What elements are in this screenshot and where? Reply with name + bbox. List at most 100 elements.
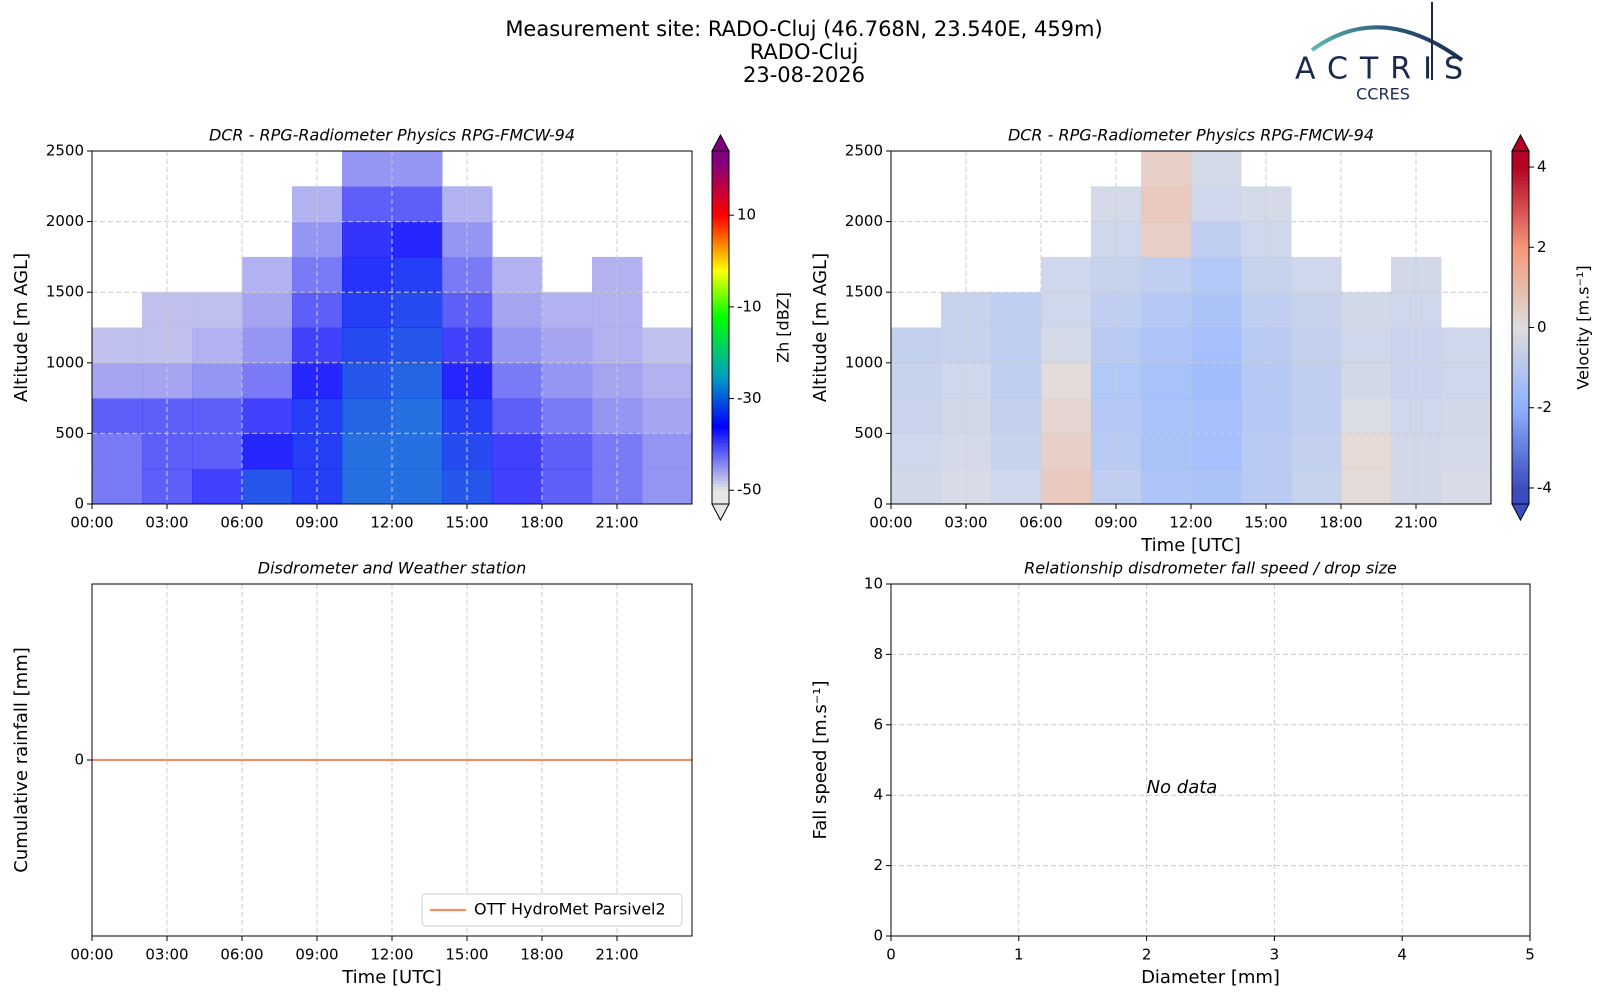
colorbar-segment [712, 271, 729, 276]
logo-subtitle: CCRES [1356, 85, 1410, 104]
heatmap-cell [1191, 362, 1242, 399]
colorbar-segment [712, 203, 729, 208]
colorbar-segment [1512, 168, 1529, 173]
y-tick-label: 6 [873, 715, 883, 733]
heatmap-cell [492, 433, 543, 470]
y-axis-label: Altitude [m AGL] [11, 253, 32, 402]
y-tick-label: 1500 [845, 283, 883, 301]
colorbar-segment [712, 353, 729, 358]
colorbar-segment [1512, 256, 1529, 261]
heatmap-cell [192, 433, 243, 470]
colorbar-segment [1512, 362, 1529, 367]
colorbar-segment [1512, 389, 1529, 393]
colorbar-segment [1512, 374, 1529, 379]
colorbar-segment [712, 409, 729, 414]
heatmap-cell [542, 433, 593, 470]
colorbar-segment [1512, 418, 1529, 423]
x-tick-label: 15:00 [445, 514, 488, 532]
colorbar-segment [712, 245, 729, 249]
colorbar-segment [712, 451, 729, 455]
colorbar-segment [1512, 309, 1529, 314]
colorbar-segment [1512, 306, 1529, 311]
heatmap-cell [891, 327, 942, 364]
colorbar-segment [712, 339, 729, 343]
x-tick-label: 12:00 [1169, 514, 1212, 532]
colorbar-tick-label: -50 [737, 481, 762, 499]
heatmap-cell [92, 398, 143, 434]
y-tick-label: 8 [873, 645, 883, 663]
heatmap-cell [1441, 398, 1492, 434]
colorbar-segment [1512, 330, 1529, 334]
colorbar-segment [712, 427, 729, 432]
heatmap-cell [242, 468, 293, 505]
colorbar-segment [712, 209, 729, 214]
colorbar-segment [712, 183, 729, 187]
colorbar-segment [1512, 492, 1529, 496]
colorbar-segment [1512, 433, 1529, 437]
colorbar-segment [712, 395, 729, 399]
colorbar-segment [712, 315, 729, 320]
heatmap-cell [1041, 398, 1092, 434]
colorbar-segment [712, 442, 729, 446]
heatmap-cell [891, 468, 942, 505]
colorbar-segment [1512, 327, 1529, 332]
heatmap-cell [1141, 292, 1192, 328]
colorbar-segment [1512, 406, 1529, 411]
colorbar-segment [1512, 351, 1529, 355]
heatmap-cell [1191, 468, 1242, 505]
colorbar-segment [712, 333, 729, 337]
colorbar-segment [712, 236, 729, 240]
colorbar-segment [712, 371, 729, 376]
heatmap-cell [492, 398, 543, 434]
heatmap-cell [192, 398, 243, 434]
colorbar-segment [1512, 342, 1529, 346]
colorbar-segment [1512, 265, 1529, 270]
heatmap-cell [492, 327, 543, 364]
heatmap-cell [392, 433, 443, 470]
heatmap-cell [1441, 468, 1492, 505]
colorbar-segment [712, 474, 729, 479]
colorbar-segment [1512, 392, 1529, 396]
colorbar-segment [1512, 239, 1529, 243]
x-tick-label: 03:00 [145, 514, 188, 532]
heatmap-cell [1141, 186, 1192, 223]
colorbar-segment [712, 368, 729, 373]
colorbar-segment [712, 480, 729, 485]
colorbar-segment [1512, 209, 1529, 214]
x-tick-label: 0 [886, 946, 896, 964]
colorbar-segment [712, 448, 729, 452]
heatmap-cell [1141, 362, 1192, 399]
colorbar-segment [712, 377, 729, 382]
heatmap-cell [342, 151, 393, 187]
colorbar-segment [712, 406, 729, 411]
colorbar-segment [1512, 403, 1529, 408]
heatmap-cell [392, 468, 443, 505]
y-tick-label: 2000 [845, 212, 883, 230]
colorbar-segment [1512, 156, 1529, 161]
colorbar-segment [1512, 498, 1529, 502]
x-tick-label: 18:00 [1319, 514, 1362, 532]
colorbar-segment [712, 171, 729, 176]
colorbar-segment [712, 259, 729, 264]
colorbar-segment [712, 380, 729, 384]
colorbar-segment [712, 453, 729, 458]
y-axis-label: Altitude [m AGL] [810, 253, 831, 402]
x-tick-label: 00:00 [70, 514, 113, 532]
y-tick-label: 10 [864, 575, 883, 593]
colorbar-segment [712, 162, 729, 167]
colorbar-segment [1512, 268, 1529, 273]
colorbar-segment [1512, 383, 1529, 387]
colorbar-segment [1512, 198, 1529, 202]
heatmap-cell [492, 468, 543, 505]
heatmap-cell [1341, 327, 1392, 364]
heatmap-cell [1291, 398, 1342, 434]
x-tick-label: 06:00 [220, 514, 263, 532]
heatmap-cell [342, 292, 393, 328]
colorbar-segment [712, 489, 729, 493]
heatmap-cell [1291, 327, 1342, 364]
colorbar-segment [712, 212, 729, 217]
x-tick-label: 09:00 [295, 946, 338, 964]
colorbar-segment [1512, 365, 1529, 370]
heatmap-cell [1041, 256, 1092, 293]
heatmap-cell [542, 398, 593, 434]
